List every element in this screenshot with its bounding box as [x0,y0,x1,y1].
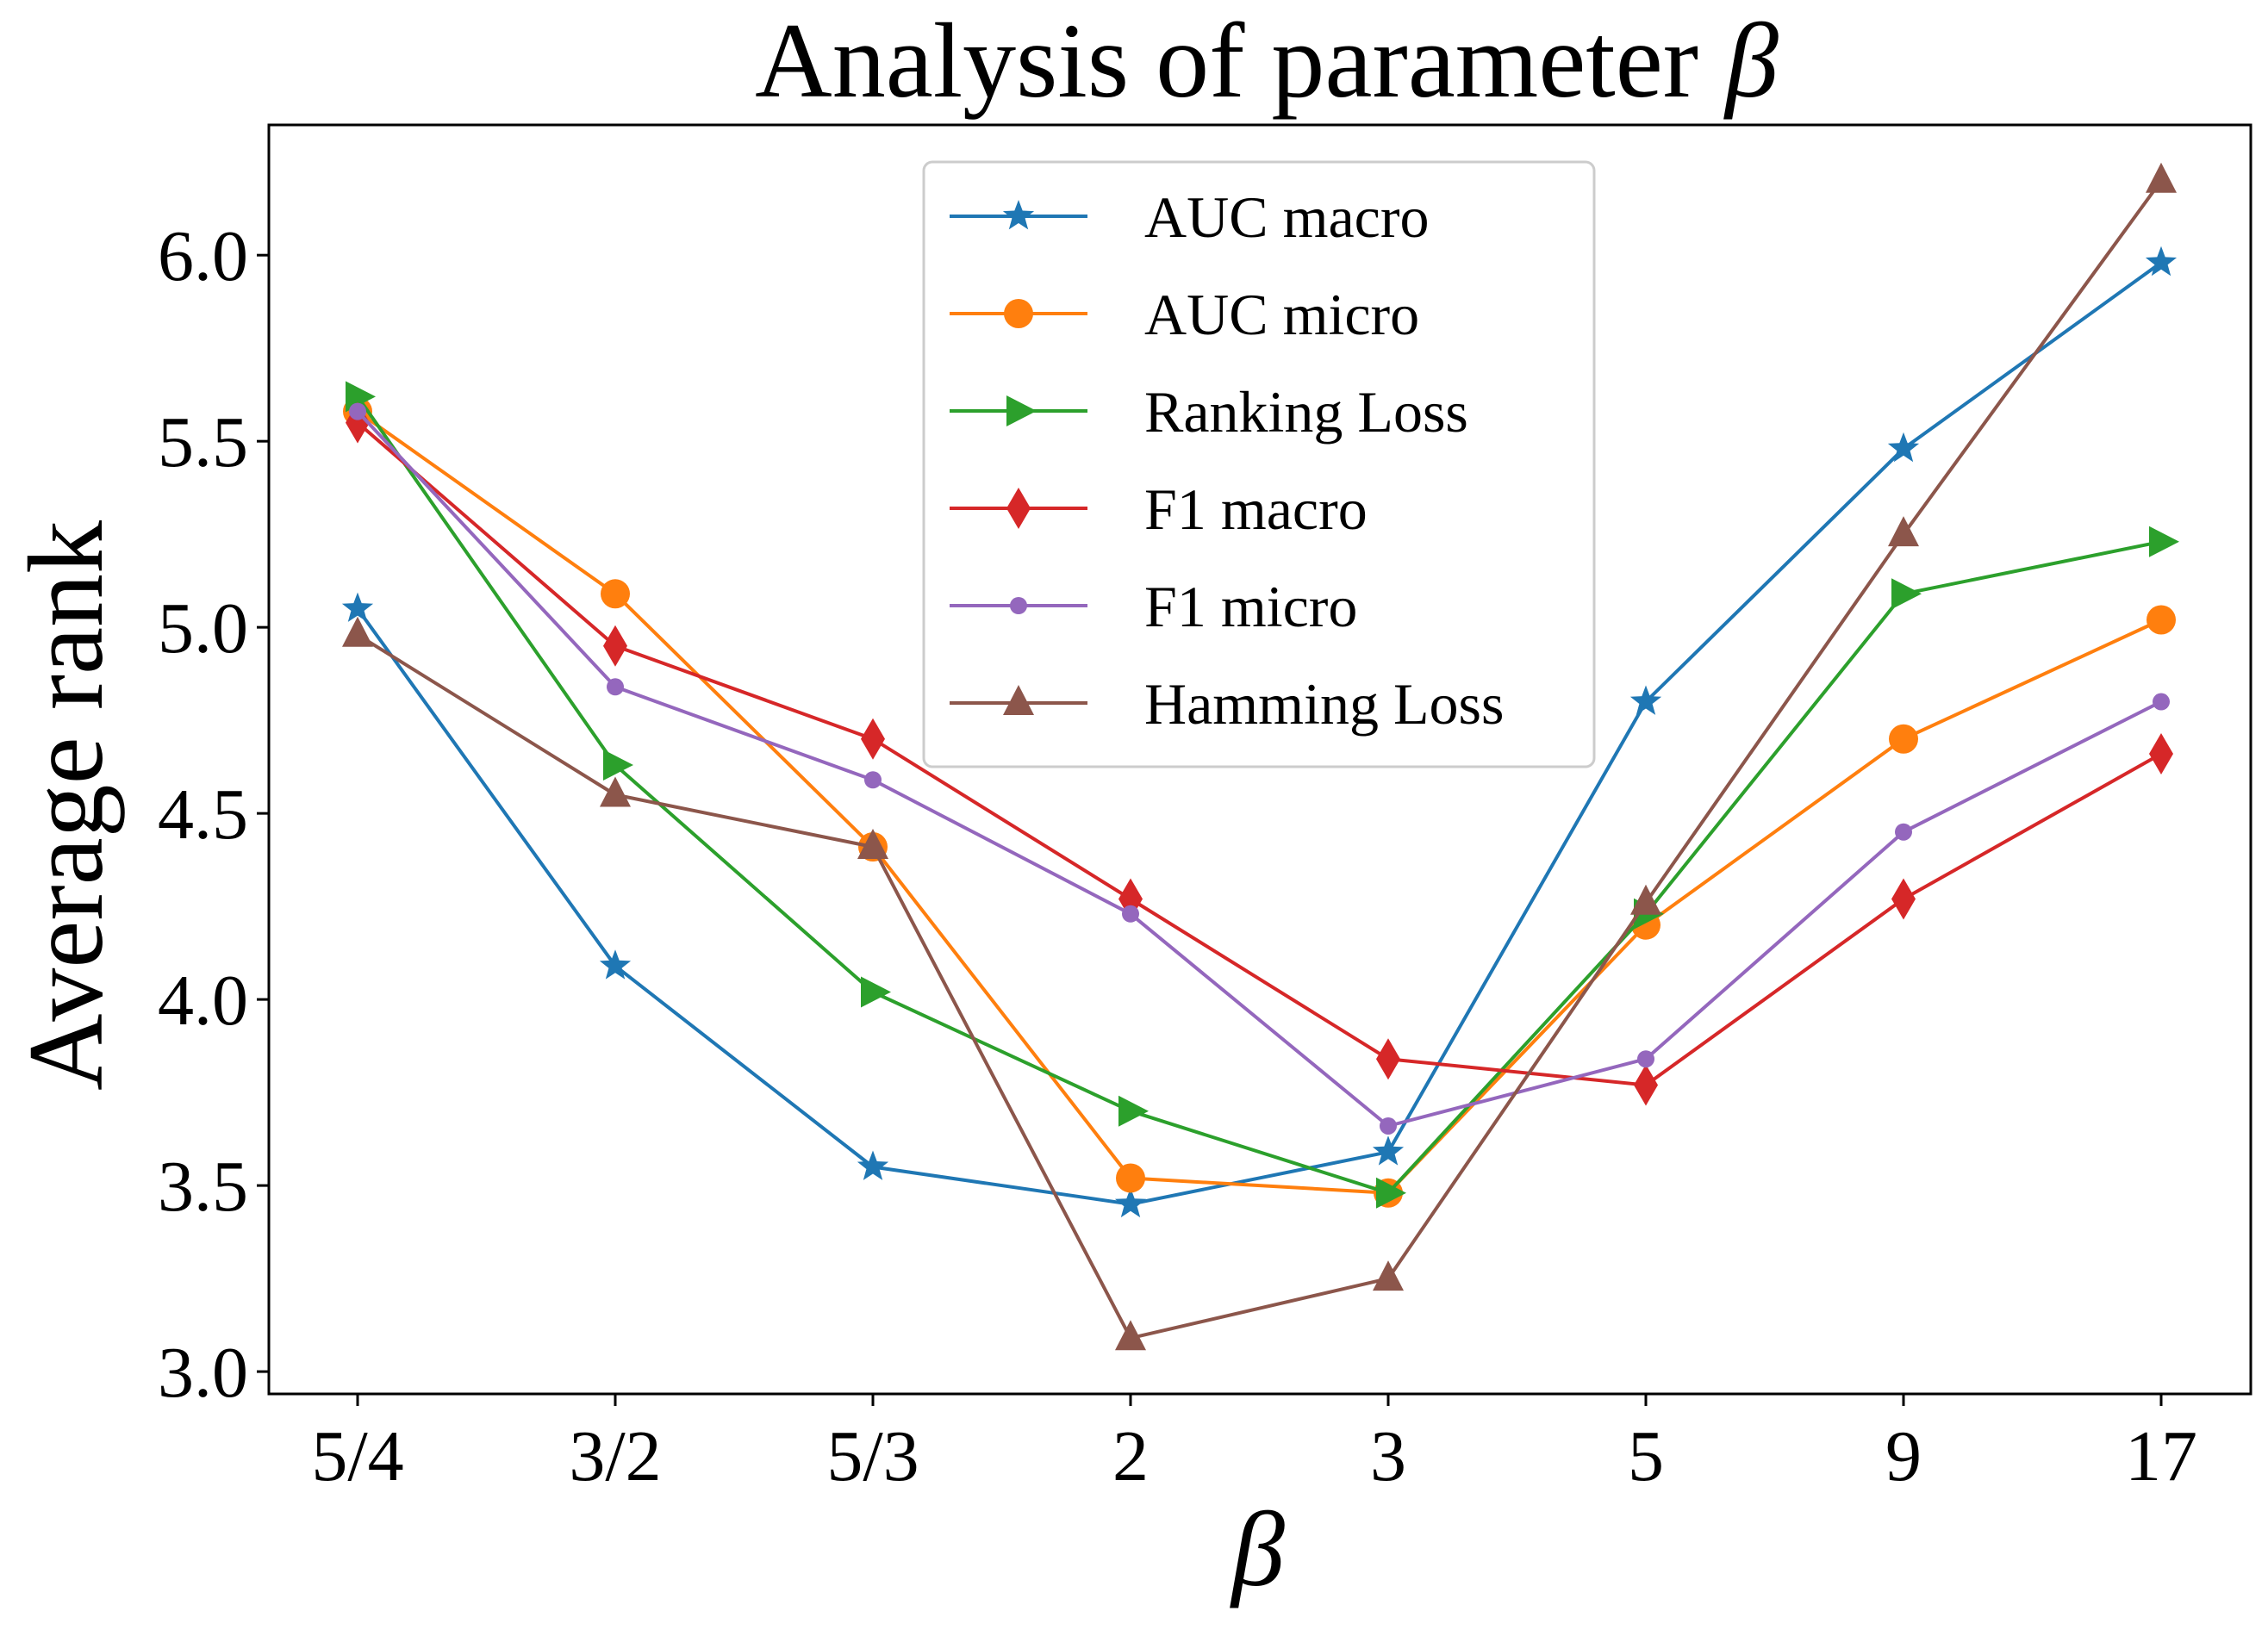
chart-title-symbol: β [1723,2,1779,120]
y-tick-label: 6.0 [158,216,248,296]
y-axis-label: Average rank [7,520,125,1091]
legend-marker [1006,395,1037,426]
legend-label: AUC macro [1144,184,1429,250]
data-point [2153,693,2170,711]
data-point [599,949,632,980]
legend-frame [922,160,1596,768]
legend: AUC macro AUC micro Ranking Loss F1 macro F1… [922,160,1596,768]
legend-marker [1006,488,1031,529]
series-line [356,179,2163,1341]
data-point [2149,733,2173,775]
y-tick-label: 3.0 [158,1333,248,1413]
series-auc-macro [341,246,2178,1218]
legend-label: Ranking Loss [1144,379,1468,445]
legend-entry: Hamming Loss [950,671,1504,737]
series-f1-micro [349,402,2170,1135]
series-line [356,409,2162,1195]
data-point [2145,246,2178,277]
data-point [1116,1163,1145,1193]
x-tick-label: 9 [1885,1416,1922,1496]
x-tick-label: 5 [1628,1416,1664,1496]
data-point [1629,685,1662,715]
data-point [1114,1187,1147,1218]
data-point [1630,884,1661,915]
data-point [1637,1050,1654,1068]
data-point [2149,526,2179,557]
data-point [601,579,630,609]
series-hamming-loss [342,162,2177,1351]
data-point [1889,724,1918,754]
data-point [1373,1260,1404,1291]
legend-label: F1 macro [1144,476,1368,542]
legend-label: Hamming Loss [1144,671,1504,737]
data-point [861,976,891,1008]
data-point [1118,1095,1149,1127]
legend-marker [1002,200,1035,230]
y-tick-label: 4.5 [158,774,248,855]
data-point [1634,1064,1658,1106]
x-tick-label: 5/3 [826,1416,919,1496]
data-point [603,625,627,667]
y-tick-label: 3.5 [158,1147,248,1227]
y-tick-label: 4.0 [158,961,248,1041]
legend-entry: AUC micro [950,282,1419,347]
data-point [341,592,374,622]
legend-marker [1004,299,1033,328]
x-tick-label: 17 [2125,1416,2197,1496]
data-point [1891,878,1916,920]
plot-area [341,162,2179,1351]
data-point [2146,162,2177,193]
legend-entry: Ranking Loss [950,379,1468,445]
data-point [1380,1117,1397,1135]
data-point [1891,578,1922,610]
data-point [864,771,882,789]
data-point [2146,605,2176,635]
x-axis-label: β [1230,1490,1285,1608]
data-point [1122,905,1139,923]
chart-title: Analysis of parameter β [755,2,1779,120]
series-f1-macro [346,401,2173,1106]
data-point [342,616,373,647]
plot-frame [267,123,2252,1396]
data-point [1895,823,1912,841]
legend-entry: AUC macro [950,184,1429,250]
legend-label: AUC micro [1144,282,1419,347]
data-point [349,402,366,420]
x-tick-label: 2 [1112,1416,1149,1496]
x-axis: 5/4 3/2 5/3 2 3 5 9 17 [311,1394,2197,1496]
data-point [1376,1038,1400,1080]
data-point [1887,432,1920,463]
data-point [857,829,888,860]
y-tick-label: 5.5 [158,402,248,482]
data-point [861,718,885,760]
series-line [356,410,2162,1128]
data-point [857,1150,889,1180]
legend-marker [1003,685,1034,715]
data-point [1888,516,1919,547]
data-point [607,678,624,696]
data-point [1115,1320,1146,1351]
data-point [600,776,631,807]
y-tick-label: 5.0 [158,588,248,669]
x-tick-label: 3/2 [569,1416,661,1496]
legend-entry: F1 micro [950,574,1357,639]
series-line [356,421,2162,1087]
legend-label: F1 micro [1144,574,1357,639]
data-point [1372,1135,1405,1166]
x-tick-label: 5/4 [311,1416,403,1496]
data-point [1376,1177,1406,1209]
legend-entry: F1 macro [950,476,1368,542]
y-axis: 3.0 3.5 4.0 4.5 5.0 5.5 6.0 [158,216,269,1413]
data-point [603,749,633,781]
legend-marker [1010,597,1027,614]
series-line [356,261,2163,1206]
x-tick-label: 3 [1370,1416,1406,1496]
chart-title-text: Analysis of parameter [755,2,1698,120]
